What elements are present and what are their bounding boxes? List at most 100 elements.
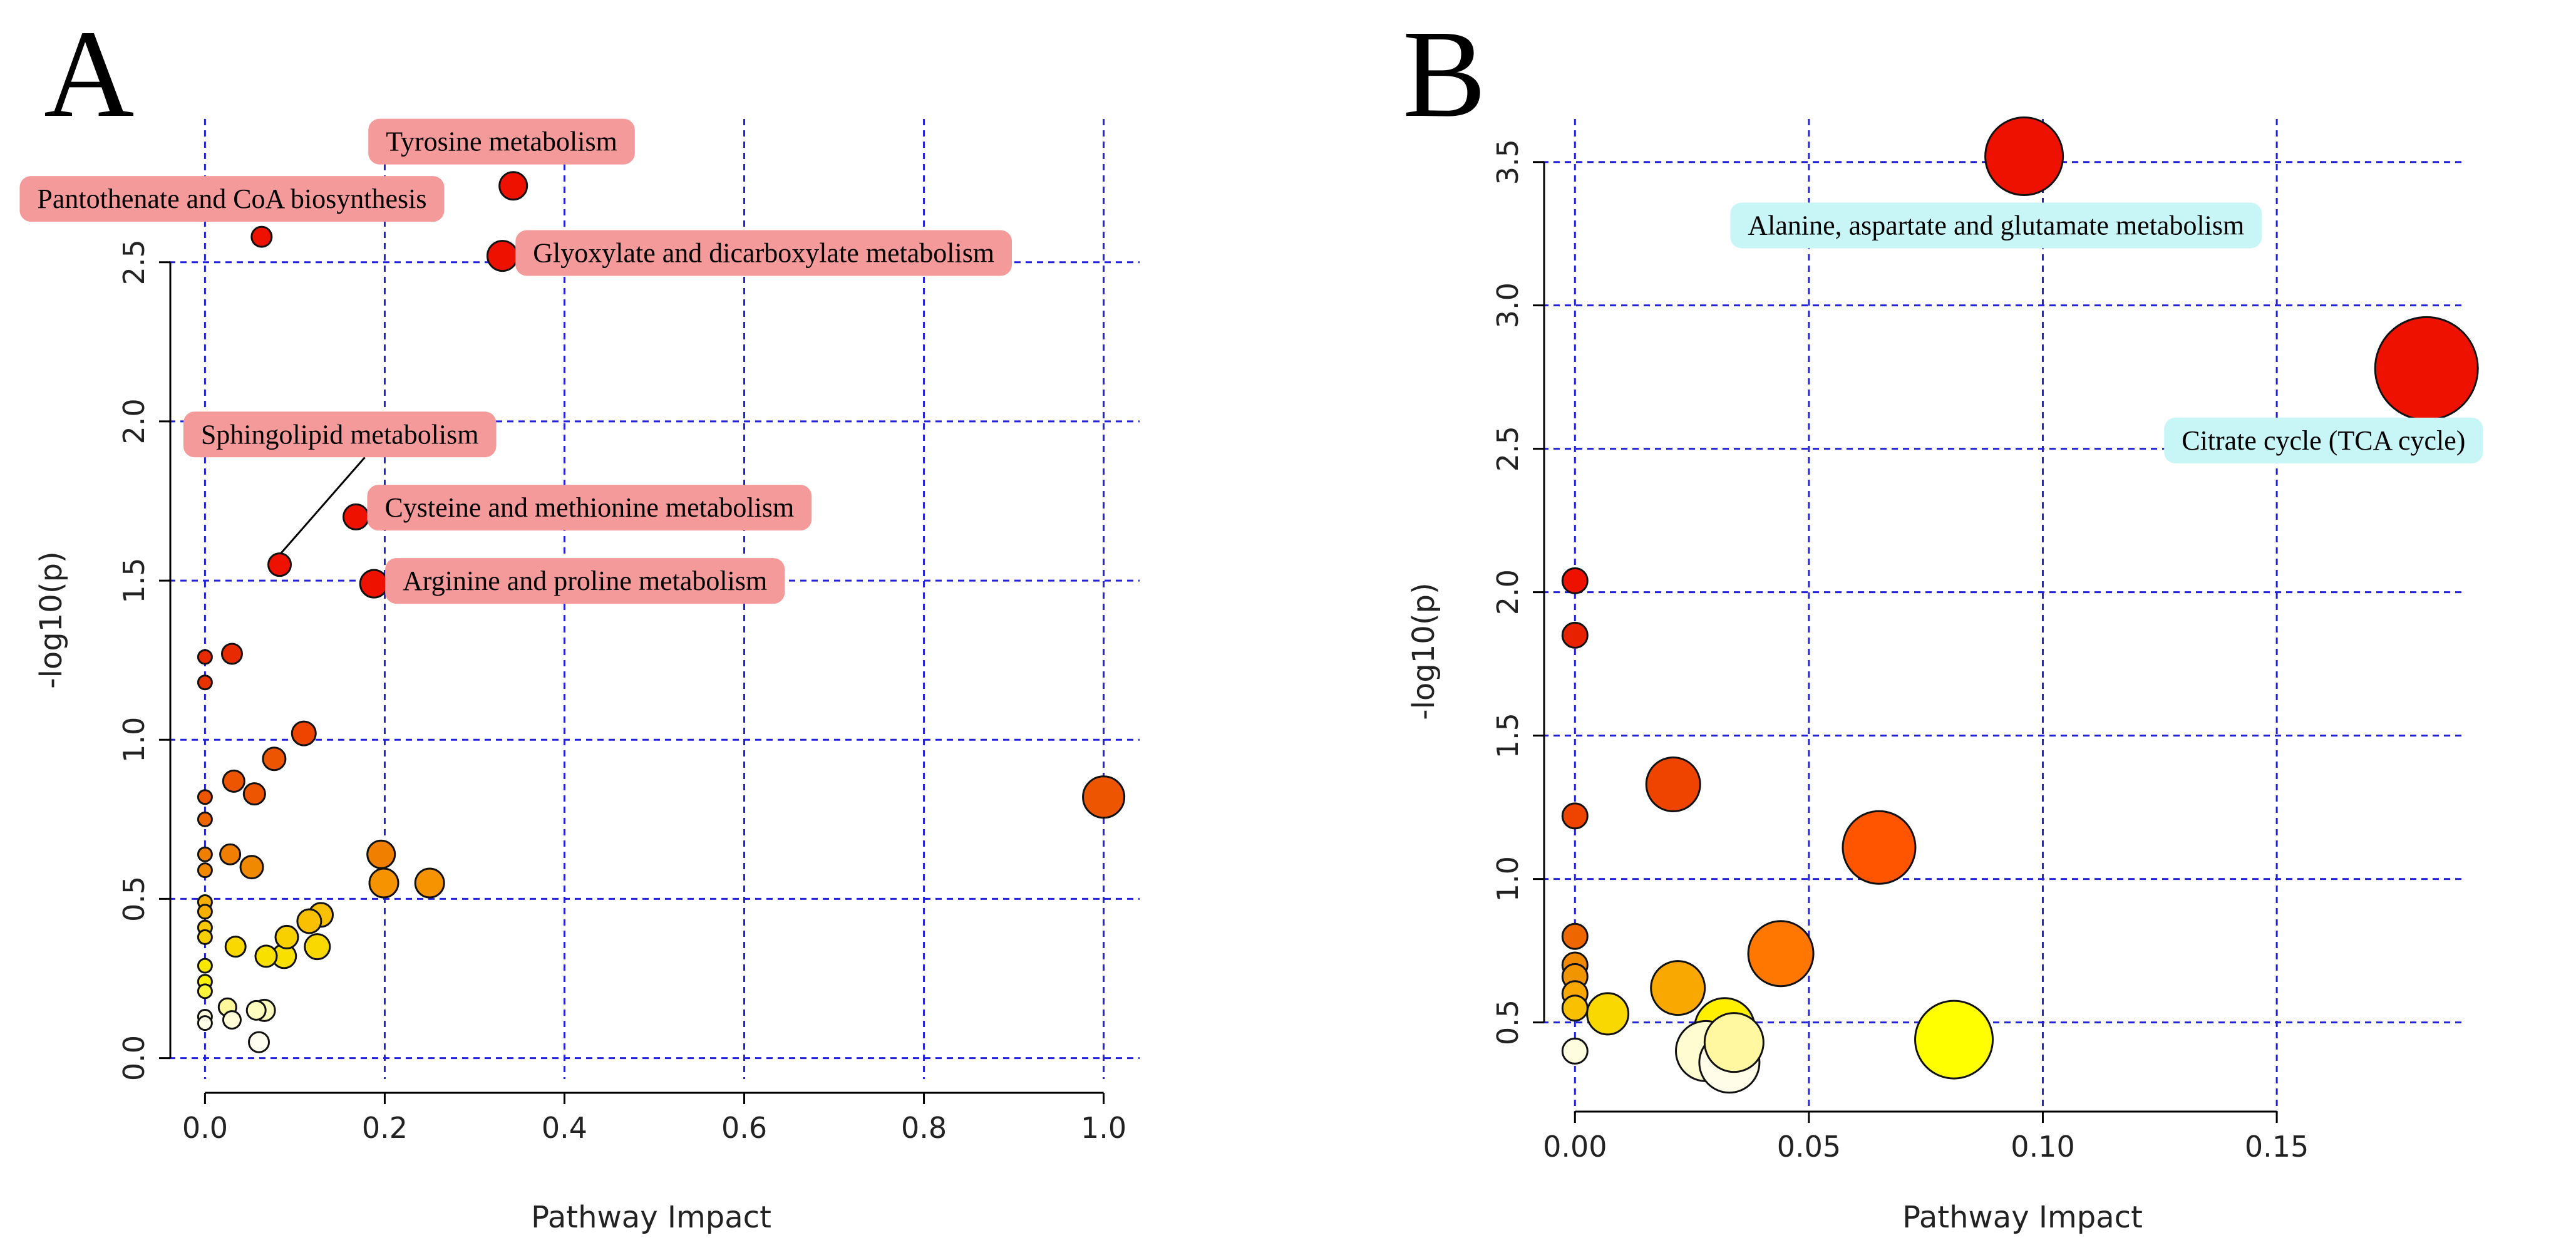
data-point-a-29 <box>274 924 299 949</box>
data-point-a-7 <box>220 643 243 665</box>
annotation-box-b-0 <box>1730 202 2262 249</box>
data-point-b-14 <box>1586 992 1630 1036</box>
data-point-b-8 <box>1747 920 1815 988</box>
y-tick-label-b-5: 3.0 <box>1491 282 1525 328</box>
data-point-a-21 <box>368 867 399 899</box>
y-tick-label-b-4: 2.5 <box>1491 426 1525 472</box>
y-tick-label-a-3: 1.5 <box>117 558 151 604</box>
data-point-b-2 <box>1561 567 1589 594</box>
x-tick-label-a-2: 0.4 <box>542 1111 587 1145</box>
annotation-box-a-2 <box>515 230 1012 276</box>
data-point-b-11 <box>1650 960 1706 1016</box>
data-point-a-20 <box>197 862 213 879</box>
y-tick-label-a-0: 0.0 <box>117 1035 151 1081</box>
x-axis-title-b: Pathway Impact <box>1902 1200 2143 1235</box>
data-point-a-17 <box>219 843 242 865</box>
y-tick-label-a-2: 1.0 <box>117 717 151 763</box>
annotation-box-b-1 <box>2164 417 2483 463</box>
data-point-b-13 <box>1561 994 1589 1022</box>
annotation-label-a-0: Tyrosine metabolism <box>386 127 617 157</box>
y-tick-label-b-2: 1.5 <box>1491 713 1525 758</box>
data-point-b-16 <box>1914 999 1994 1080</box>
data-point-a-18 <box>197 846 213 862</box>
data-point-a-2 <box>486 240 518 272</box>
data-point-a-1 <box>250 225 273 248</box>
panel-a: A 0.0 0.5 1.0 1.5 2.0 2.5 0.0 0.2 0.4 0.6 0.8 1.0 T… <box>19 5 1140 1235</box>
data-point-a-26 <box>296 908 322 934</box>
data-point-a-19 <box>239 855 264 880</box>
data-point-a-28 <box>197 929 213 945</box>
data-point-a-11 <box>222 769 245 793</box>
annotation-box-a-0 <box>368 118 635 165</box>
annotation-label-a-3: Sphingolipid metabolism <box>201 419 479 450</box>
annotation-label-a-5: Arginine and proline metabolism <box>403 566 767 596</box>
data-point-b-1 <box>2374 316 2479 421</box>
y-tick-label-a-5: 2.5 <box>117 239 151 285</box>
data-point-a-3 <box>343 503 370 530</box>
y-tick-label-a-4: 2.0 <box>117 398 151 444</box>
data-point-a-16 <box>366 839 396 869</box>
data-point-b-17 <box>1703 1012 1765 1073</box>
annotation-label-a-4: Cysteine and methionine metabolism <box>384 492 794 523</box>
points-b <box>1561 116 2479 1094</box>
x-tick-label-a-0: 0.0 <box>182 1111 228 1145</box>
annotation-box-a-3 <box>183 411 497 458</box>
y-tick-label-b-6: 3.5 <box>1491 139 1525 185</box>
data-point-a-42 <box>197 1015 213 1031</box>
x-tick-label-a-5: 1.0 <box>1081 1111 1126 1145</box>
data-point-a-34 <box>197 958 213 974</box>
data-point-b-3 <box>1561 621 1589 649</box>
annotation-label-a-2: Glyoxylate and dicarboxylate metabolism <box>533 238 994 269</box>
data-point-b-0 <box>1984 116 2064 197</box>
data-point-a-31 <box>304 933 331 961</box>
y-axis-title-b: -log10(p) <box>1406 582 1441 720</box>
data-point-a-15 <box>197 811 213 827</box>
data-point-a-8 <box>197 674 213 691</box>
x-tick-label-b-3: 0.15 <box>2245 1130 2309 1164</box>
data-point-a-36 <box>197 983 213 999</box>
data-point-a-12 <box>242 782 266 806</box>
annotation-leader-a-3 <box>280 457 366 554</box>
y-tick-label-b-1: 1.0 <box>1491 856 1525 902</box>
y-tick-label-b-0: 0.5 <box>1491 999 1525 1045</box>
annotation-label-b-1: Citrate cycle (TCA cycle) <box>2182 425 2465 456</box>
x-tick-label-a-3: 0.6 <box>721 1111 767 1145</box>
annotation-box-a-4 <box>367 485 812 531</box>
data-point-a-22 <box>414 867 445 899</box>
annotation-label-b-0: Alanine, aspartate and glutamate metabol… <box>1748 210 2244 240</box>
y-axis-title-a: -log10(p) <box>34 551 69 689</box>
data-point-a-40 <box>222 1010 242 1030</box>
data-point-a-4 <box>267 552 292 577</box>
x-tick-label-b-2: 0.10 <box>2011 1130 2074 1164</box>
data-point-b-4 <box>1645 756 1701 812</box>
data-point-a-30 <box>224 936 247 958</box>
data-point-a-13 <box>197 789 213 805</box>
annotation-box-a-1 <box>19 176 445 222</box>
x-tick-label-a-4: 0.8 <box>901 1111 947 1145</box>
panel-letter-b: B <box>1403 5 1486 143</box>
y-tick-label-b-3: 2.0 <box>1491 569 1525 615</box>
x-tick-label-a-1: 0.2 <box>362 1111 408 1145</box>
data-point-a-6 <box>197 649 213 665</box>
data-point-a-43 <box>248 1031 270 1053</box>
annotations-b: Alanine, aspartate and glutamate metabol… <box>1730 202 2483 463</box>
panel-b: B 0.51.01.52.02.53.03.50.00 0.05 0.10 0.15 … <box>1403 5 2483 1235</box>
x-tick-label-b-0: 0.00 <box>1543 1130 1607 1164</box>
x-axis-title-a: Pathway Impact <box>531 1200 771 1235</box>
points-a <box>197 171 1126 1053</box>
data-point-a-9 <box>291 720 317 746</box>
data-point-a-0 <box>498 171 528 201</box>
data-point-a-32 <box>254 944 278 968</box>
axes-b: 0.5 1.0 1.5 2.0 2.5 3.0 3.5 0.00 0.05 0.10 0.15 <box>1491 139 2309 1164</box>
data-point-b-5 <box>1561 802 1589 830</box>
data-point-a-24 <box>197 904 213 920</box>
annotation-box-a-5 <box>385 558 785 604</box>
data-point-b-18 <box>1561 1037 1589 1065</box>
annotation-label-a-1: Pantothenate and CoA biosynthesis <box>37 183 426 214</box>
annotations-a: Tyrosine metabolism Pantothenate and CoA … <box>19 118 1012 604</box>
panel-letter-a: A <box>44 5 134 143</box>
data-point-a-5 <box>359 569 389 599</box>
data-point-a-14 <box>1082 775 1126 819</box>
data-point-b-7 <box>1561 922 1589 950</box>
